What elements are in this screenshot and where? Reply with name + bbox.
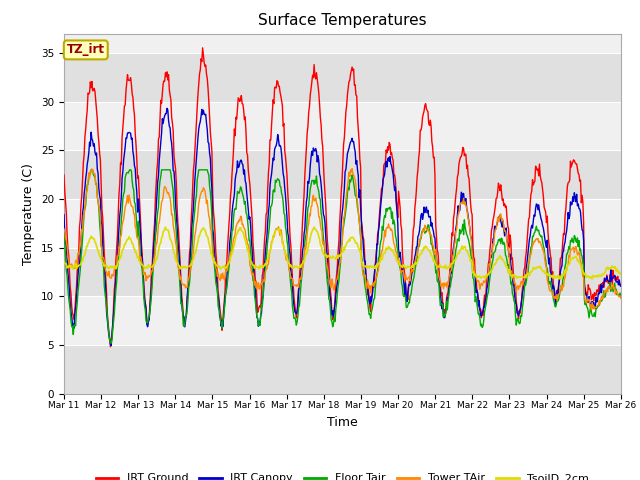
- Legend: IRT Ground, IRT Canopy, Floor Tair, Tower TAir, TsoilD_2cm: IRT Ground, IRT Canopy, Floor Tair, Towe…: [91, 469, 594, 480]
- Bar: [64, 150, 621, 199]
- X-axis label: Time: Time: [327, 416, 358, 429]
- Bar: [64, 345, 621, 394]
- Bar: [64, 53, 621, 102]
- Text: TZ_irt: TZ_irt: [67, 43, 105, 56]
- Title: Surface Temperatures: Surface Temperatures: [258, 13, 427, 28]
- Y-axis label: Temperature (C): Temperature (C): [22, 163, 35, 264]
- Bar: [64, 248, 621, 296]
